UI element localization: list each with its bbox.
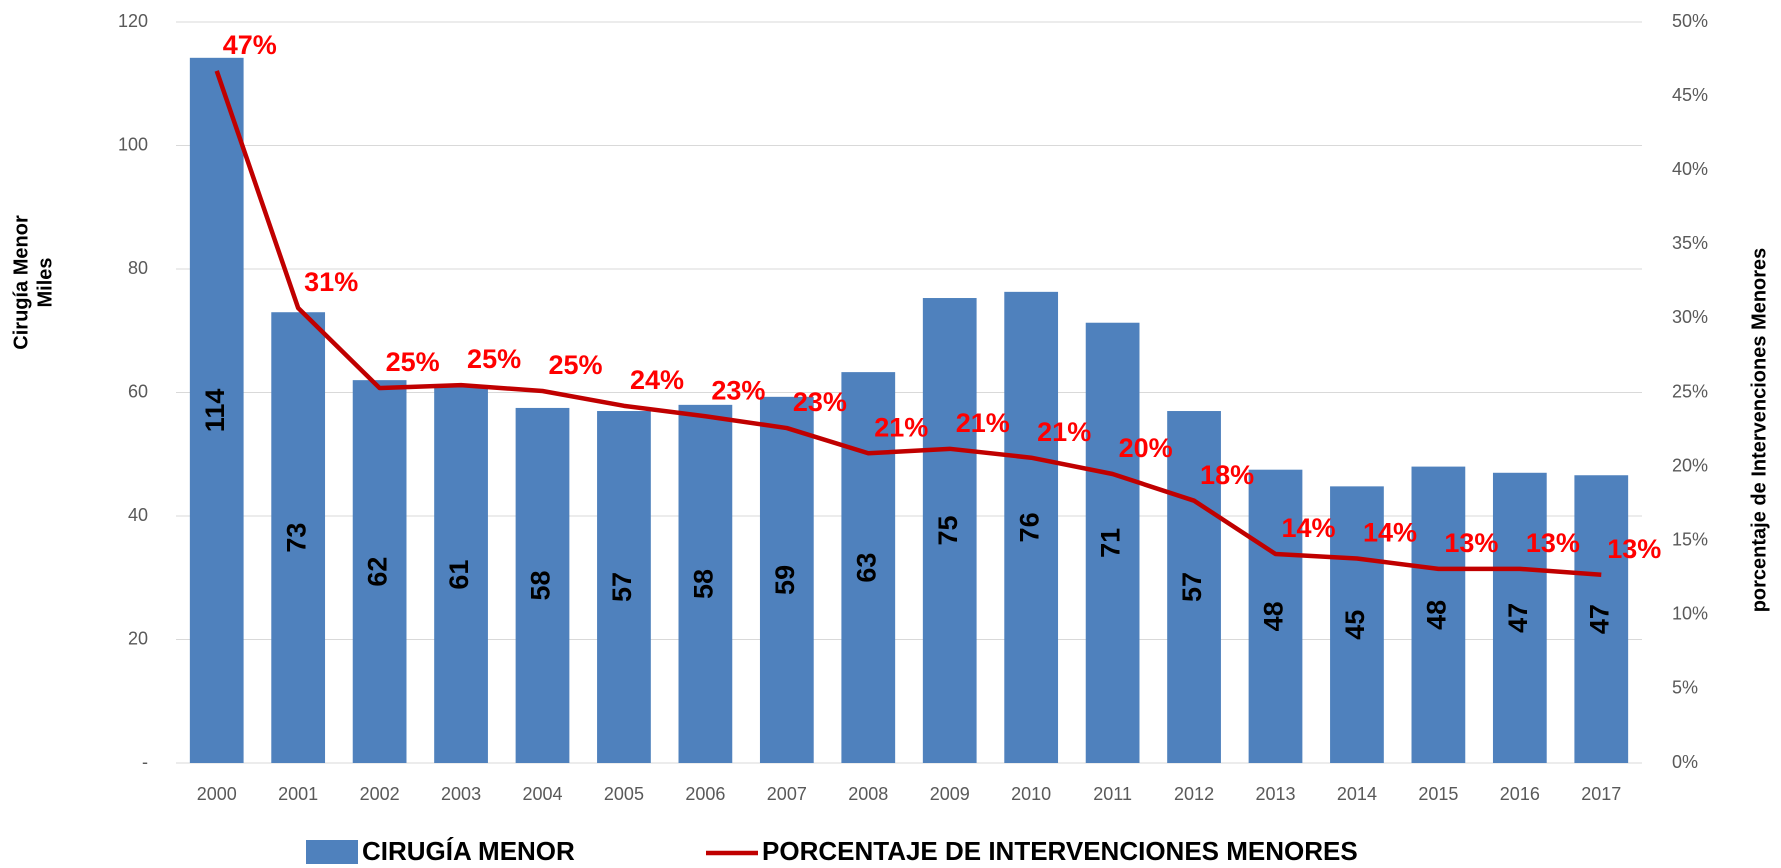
bar	[1492, 472, 1547, 763]
y-tick-label: -	[142, 752, 148, 772]
bar	[597, 411, 651, 763]
x-tick-label: 2013	[1255, 784, 1295, 804]
line-value-label: 25%	[467, 344, 521, 374]
line-value-label: 47%	[223, 30, 277, 60]
line-value-label: 13%	[1526, 528, 1580, 558]
bar	[515, 407, 570, 763]
line-value-label: 23%	[793, 387, 847, 417]
legend-label: CIRUGÍA MENOR	[362, 836, 575, 866]
line-value-label: 24%	[630, 365, 684, 395]
bar	[759, 396, 814, 763]
line-value-label: 31%	[304, 267, 358, 297]
bar-value-label: 73	[281, 523, 311, 553]
x-tick-label: 2002	[360, 784, 400, 804]
line-value-label: 21%	[874, 412, 928, 442]
bar	[1411, 466, 1466, 763]
line-value-label: 13%	[1444, 528, 1498, 558]
bar	[1574, 475, 1629, 763]
y-tick-label: 80	[128, 258, 148, 278]
y-axis-title: Cirugía Menor	[10, 215, 32, 350]
line-value-label: 20%	[1119, 433, 1173, 463]
bar-value-label: 71	[1096, 528, 1126, 558]
bar-value-label: 45	[1340, 610, 1370, 640]
bar	[271, 312, 326, 763]
bar-value-label: 57	[1177, 572, 1207, 602]
y2-axis-title: porcentaje de Intervenciones Menores	[1748, 248, 1770, 613]
bar-value-label: 58	[689, 569, 719, 599]
y-tick-label: 40	[128, 505, 148, 525]
x-tick-label: 2008	[848, 784, 888, 804]
line-value-label: 14%	[1282, 513, 1336, 543]
bar-value-label: 48	[1422, 600, 1452, 630]
line-value-label: 25%	[549, 350, 603, 380]
x-tick-label: 2009	[930, 784, 970, 804]
x-tick-label: 2007	[767, 784, 807, 804]
bar-value-label: 47	[1503, 603, 1533, 633]
x-tick-label: 2011	[1093, 784, 1132, 804]
y2-tick-label: 40%	[1672, 159, 1708, 179]
x-tick-label: 2017	[1581, 784, 1621, 804]
x-tick-label: 2005	[604, 784, 644, 804]
bar-value-label: 59	[770, 565, 800, 595]
bar-value-label: 63	[851, 553, 881, 583]
y2-tick-label: 25%	[1672, 381, 1708, 401]
bar	[678, 404, 733, 763]
y2-tick-label: 45%	[1672, 85, 1708, 105]
bar	[434, 386, 488, 763]
y2-tick-label: 5%	[1672, 678, 1698, 698]
bar	[1004, 291, 1059, 763]
x-tick-label: 2004	[522, 784, 562, 804]
bar	[1085, 322, 1140, 763]
bar-value-label: 62	[363, 557, 393, 587]
y2-tick-label: 35%	[1672, 233, 1708, 253]
line	[214, 70, 1602, 578]
line-value-label: 25%	[386, 347, 440, 377]
bar	[841, 372, 896, 763]
x-tick-label: 2006	[685, 784, 725, 804]
x-tick-label: 2012	[1174, 784, 1214, 804]
x-tick-label: 2014	[1337, 784, 1377, 804]
x-tick-label: 2000	[197, 784, 237, 804]
y-tick-label: 60	[128, 381, 148, 401]
line-value-label: 18%	[1200, 460, 1254, 490]
y-tick-label: 120	[118, 11, 148, 31]
bar-value-label: 76	[1014, 512, 1044, 542]
bar	[189, 57, 244, 763]
y-tick-label: 100	[118, 134, 148, 154]
y2-tick-label: 10%	[1672, 604, 1708, 624]
x-tick-label: 2001	[278, 784, 318, 804]
bar-value-label: 58	[526, 570, 556, 600]
bar	[1167, 411, 1221, 763]
x-tick-label: 2016	[1500, 784, 1540, 804]
bar-value-label: 75	[933, 515, 963, 545]
bar-value-label: 61	[444, 560, 474, 590]
line-value-label: 13%	[1607, 534, 1661, 564]
bar-value-label: 47	[1584, 604, 1614, 634]
bar-value-label: 57	[607, 572, 637, 602]
line-value-label: 23%	[711, 375, 765, 405]
legend-label: PORCENTAJE DE INTERVENCIONES MENORES	[762, 836, 1358, 866]
y2-tick-label: 50%	[1672, 11, 1708, 31]
line-value-label: 14%	[1363, 518, 1417, 548]
bar-value-label: 114	[200, 389, 230, 433]
y-axis-title: Miles	[34, 257, 56, 307]
x-tick-label: 2015	[1418, 784, 1458, 804]
x-tick-label: 2003	[441, 784, 481, 804]
bar	[922, 298, 977, 763]
line-value-label: 21%	[1037, 417, 1091, 447]
bar-value-label: 48	[1259, 601, 1289, 631]
y-tick-label: 20	[128, 628, 148, 648]
bar	[1248, 469, 1303, 763]
y2-tick-label: 30%	[1672, 307, 1708, 327]
bar	[1330, 486, 1384, 763]
y2-tick-label: 0%	[1672, 752, 1698, 772]
x-tick-label: 2010	[1011, 784, 1051, 804]
bar	[352, 380, 407, 763]
y2-tick-label: 15%	[1672, 529, 1708, 549]
y2-tick-label: 20%	[1672, 455, 1708, 475]
line-value-label: 21%	[956, 408, 1010, 438]
legend-swatch	[306, 840, 358, 864]
